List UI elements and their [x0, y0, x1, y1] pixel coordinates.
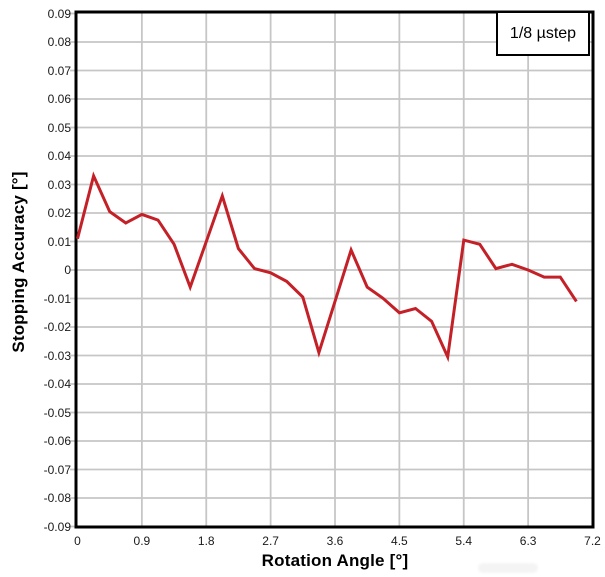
- y-tick-label: -0.09: [43, 519, 71, 534]
- y-tick-label: -0.02: [43, 320, 71, 334]
- y-tick-label: 0.09: [47, 6, 71, 21]
- y-tick-label: -0.08: [43, 491, 71, 505]
- y-tick-label: -0.06: [43, 434, 71, 448]
- y-tick-label: -0.04: [43, 377, 71, 391]
- y-tick-label: 0.03: [47, 177, 71, 192]
- y-tick-label: 0.01: [47, 234, 71, 249]
- faint-watermark-smudge: [478, 563, 538, 573]
- y-tick-label: -0.05: [43, 405, 71, 420]
- plot-area-border: [74, 10, 595, 529]
- x-tick-label: 7.2: [584, 534, 601, 548]
- gridlines-group: [77, 13, 593, 527]
- x-tick-label: 6.3: [519, 534, 537, 548]
- y-tick-label: 0.04: [47, 149, 71, 163]
- legend-label: 1/8 µstep: [509, 24, 577, 42]
- y-tick-label: 0.06: [47, 92, 71, 106]
- y-tick-label: 0.08: [47, 35, 71, 49]
- x-tick-label: 3.6: [326, 534, 344, 548]
- x-tick-label: 4.5: [391, 534, 408, 548]
- x-tick-label: 0.9: [133, 534, 151, 548]
- x-tick-label: 1.8: [197, 534, 215, 548]
- x-axis-title: Rotation Angle [°]: [261, 551, 409, 570]
- data-line-1-8-ustep: [76, 171, 578, 363]
- y-tick-label: -0.01: [43, 291, 71, 306]
- x-tick-label: 5.4: [455, 534, 473, 548]
- x-tick-label: 2.7: [262, 534, 279, 548]
- x-tick-label: 0: [74, 534, 81, 548]
- y-axis-title: Stopping Accuracy [°]: [9, 171, 28, 353]
- y-tick-label: 0.07: [47, 63, 71, 78]
- legend-box: 1/8 µstep: [496, 11, 590, 56]
- y-tick-label: -0.07: [43, 462, 71, 477]
- y-tick-label: 0: [64, 263, 71, 277]
- y-tick-label: 0.02: [47, 206, 71, 220]
- y-tick-label: 0.05: [47, 120, 71, 135]
- y-tick-label: -0.03: [43, 348, 71, 363]
